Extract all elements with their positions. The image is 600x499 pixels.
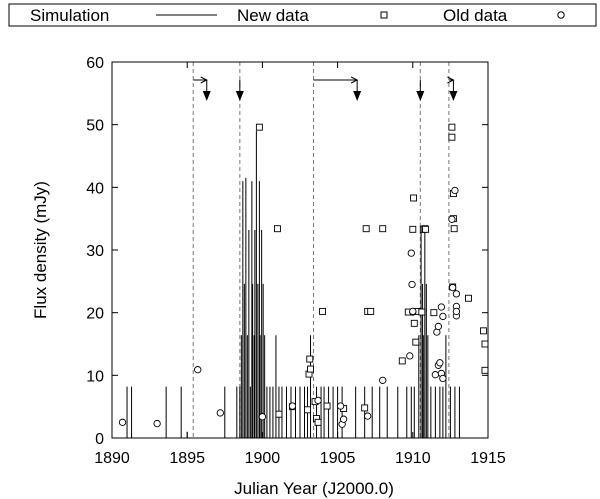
old-data-point-0 xyxy=(118,418,127,426)
old-data-point-14 xyxy=(408,280,416,289)
y-tick-label-2: 20 xyxy=(86,306,104,323)
new-data-point-17 xyxy=(367,307,375,315)
arrow-1 xyxy=(235,80,244,101)
old-data-point-31 xyxy=(437,303,446,311)
old-data-point-22 xyxy=(439,312,447,321)
x-tick-label-5: 1915 xyxy=(470,450,506,467)
y-tick-label-6: 60 xyxy=(86,55,104,72)
old-data-point-13 xyxy=(407,249,415,257)
new-data-point-19 xyxy=(398,357,406,365)
new-data-series xyxy=(255,123,489,426)
new-data-point-38 xyxy=(480,327,487,335)
new-data-point-31 xyxy=(448,123,456,131)
old-data-point-23 xyxy=(434,322,443,331)
y-axis-label: Flux density (mJy) xyxy=(31,181,50,319)
old-data-point-8 xyxy=(339,415,348,423)
old-data-point-25 xyxy=(449,283,457,292)
legend-old-data-marker xyxy=(557,11,565,19)
new-data-point-29 xyxy=(422,225,430,233)
old-data-point-32 xyxy=(409,307,417,316)
new-data-point-32 xyxy=(448,133,456,141)
y-tick-label-4: 40 xyxy=(86,180,104,197)
x-tick-label-3: 1905 xyxy=(320,450,356,467)
old-data-point-4 xyxy=(258,413,267,421)
x-tick-label-2: 1900 xyxy=(245,450,281,467)
old-data-series xyxy=(118,186,461,428)
arrow-0 xyxy=(193,76,211,101)
old-data-point-19 xyxy=(436,359,444,367)
new-data-point-39 xyxy=(481,340,489,348)
old-data-point-9 xyxy=(336,402,345,410)
new-data-point-26 xyxy=(418,308,426,316)
legend: Simulation New data Old data xyxy=(8,3,597,27)
old-data-point-11 xyxy=(379,376,387,384)
old-data-point-24 xyxy=(448,215,456,223)
new-data-point-37 xyxy=(464,294,472,302)
old-data-point-26 xyxy=(451,186,459,195)
y-ticks: 0 10 20 30 40 50 60 xyxy=(86,55,488,448)
new-data-point-10 xyxy=(314,418,322,426)
legend-label-simulation: Simulation xyxy=(30,6,109,25)
new-data-point-35 xyxy=(450,225,458,233)
old-data-point-27 xyxy=(452,290,461,298)
simulation-series xyxy=(126,130,460,438)
old-data-point-16 xyxy=(431,371,440,379)
old-data-point-5 xyxy=(288,402,297,410)
new-data-point-4 xyxy=(304,406,311,414)
old-data-point-6 xyxy=(314,396,322,405)
old-data-point-2 xyxy=(194,366,202,374)
new-data-point-11 xyxy=(319,307,327,315)
x-axis-label: Julian Year (J2000.0) xyxy=(234,479,394,498)
y-tick-label-5: 50 xyxy=(86,118,104,135)
new-data-point-1 xyxy=(273,225,281,233)
axes xyxy=(111,61,489,439)
y-tick-label-1: 10 xyxy=(86,368,104,385)
new-data-point-7 xyxy=(307,365,314,373)
new-data-point-12 xyxy=(323,402,331,410)
new-data-point-6 xyxy=(306,355,314,363)
new-data-point-18 xyxy=(379,225,387,233)
new-data-point-40 xyxy=(481,366,489,374)
new-data-point-15 xyxy=(362,225,370,233)
new-data-point-23 xyxy=(410,319,418,327)
old-data-point-30 xyxy=(452,307,461,316)
old-data-point-10 xyxy=(364,412,372,420)
x-ticks: 1890 1895 1900 1905 1910 1915 xyxy=(94,62,506,467)
y-tick-label-3: 30 xyxy=(86,243,104,260)
arrow-4 xyxy=(447,76,458,101)
x-tick-label-0: 1890 xyxy=(94,450,130,467)
old-data-point-1 xyxy=(153,419,161,428)
legend-label-new-data: New data xyxy=(237,6,309,25)
old-data-point-12 xyxy=(406,352,414,360)
new-data-point-24 xyxy=(412,338,420,346)
legend-new-data-marker xyxy=(380,11,388,19)
legend-label-old-data: Old data xyxy=(443,6,508,25)
old-data-point-21 xyxy=(439,374,447,383)
new-data-point-2 xyxy=(275,410,283,418)
old-data-point-3 xyxy=(216,409,224,417)
new-data-point-22 xyxy=(410,194,418,202)
arrow-3 xyxy=(416,80,425,101)
legend-box xyxy=(8,3,597,27)
arrows xyxy=(193,76,458,101)
new-data-point-30 xyxy=(430,309,438,317)
plot-frame xyxy=(111,61,489,439)
x-tick-label-4: 1910 xyxy=(395,450,431,467)
x-tick-label-1: 1895 xyxy=(169,450,205,467)
y-tick-label-0: 0 xyxy=(95,431,104,448)
new-data-point-0 xyxy=(255,123,263,131)
new-data-point-21 xyxy=(409,225,417,233)
arrow-2 xyxy=(313,76,362,101)
new-data-point-14 xyxy=(361,404,369,412)
